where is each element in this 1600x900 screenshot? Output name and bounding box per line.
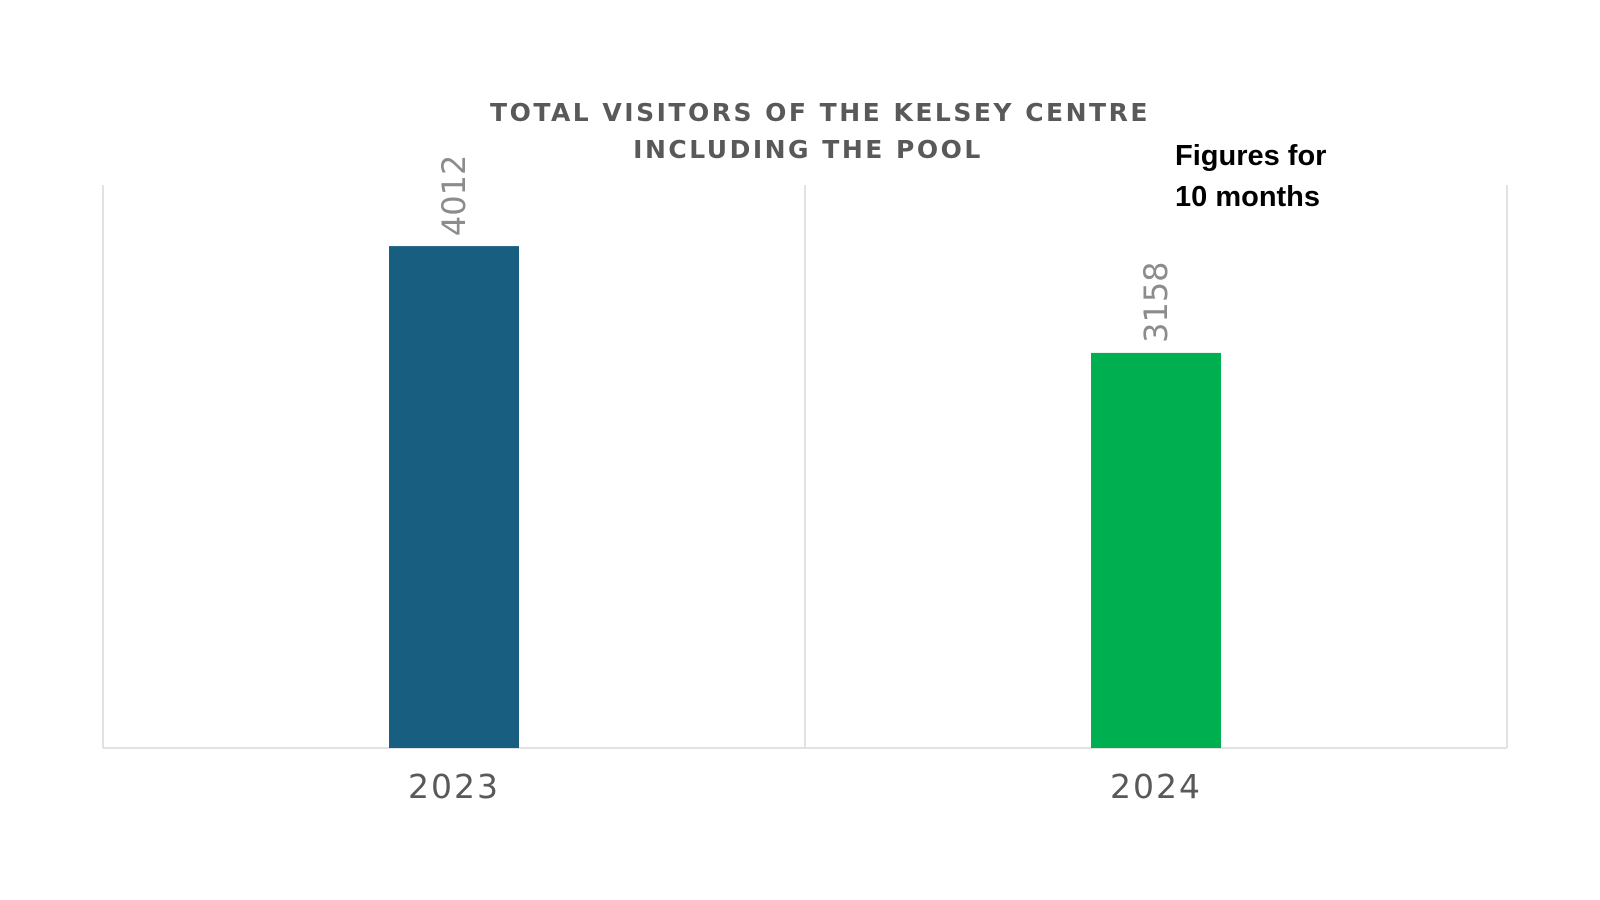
annotation-line-2: 10 months: [1175, 181, 1320, 213]
x-tick-label-2024: 2024: [1110, 767, 1202, 806]
bars-layer: [389, 246, 1221, 748]
annotation-line-1: Figures for: [1175, 140, 1326, 172]
data-label-2023: 4012: [435, 155, 473, 236]
chart-title-line-2: INCLUDING THE POOL: [633, 135, 983, 164]
data-labels-layer: 4012 3158: [435, 155, 1175, 343]
chart-title-line-1: TOTAL VISITORS OF THE KELSEY CENTRE: [490, 98, 1150, 127]
x-tick-label-2023: 2023: [408, 767, 500, 806]
x-tick-labels-layer: 2023 2024: [408, 767, 1202, 806]
bar-2023: [389, 246, 519, 748]
bar-2024: [1091, 352, 1221, 748]
data-label-2024: 3158: [1137, 261, 1175, 342]
